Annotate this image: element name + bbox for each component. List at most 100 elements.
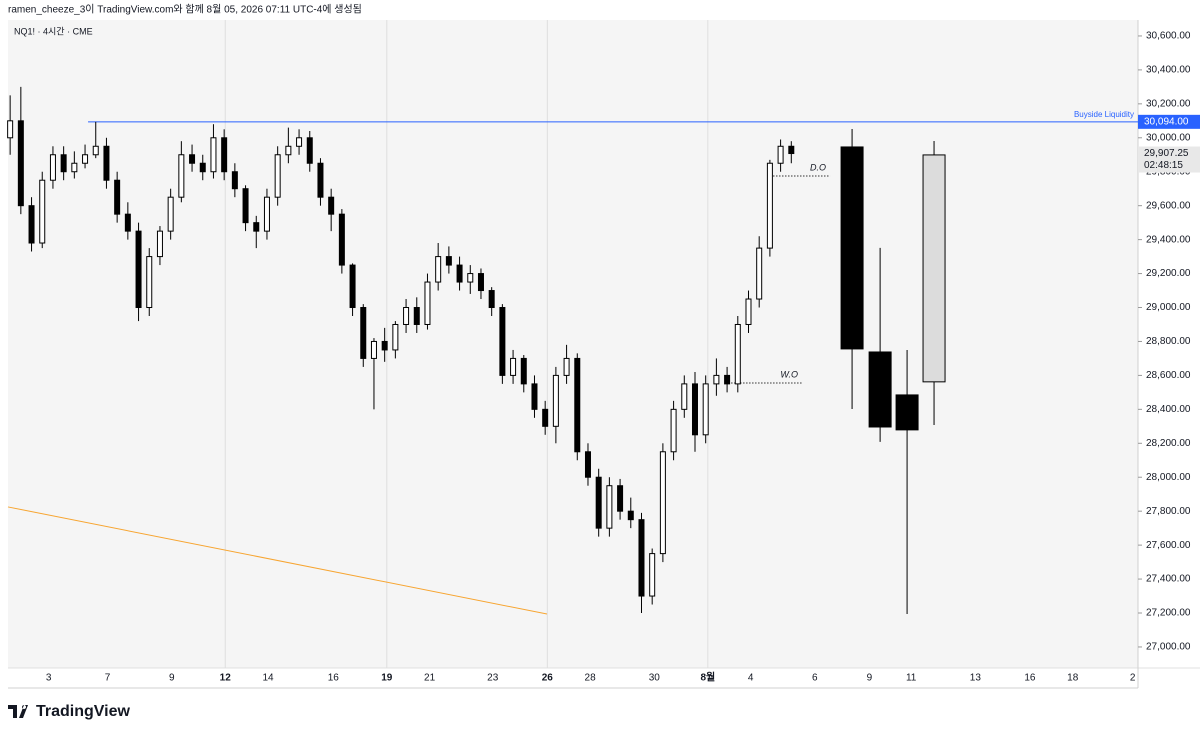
candle-body <box>189 154 196 164</box>
x-tick-label: 16 <box>1024 673 1036 684</box>
x-tick-label: 14 <box>262 673 274 684</box>
candle-body <box>734 323 741 385</box>
candle-body <box>306 137 313 164</box>
candle-body <box>392 323 399 351</box>
y-tick-label: 30,400.00 <box>1146 65 1191 76</box>
candle-body <box>681 383 688 410</box>
liquidity-label: Buyside Liquidity <box>1074 110 1134 119</box>
x-tick-label: 13 <box>970 673 982 684</box>
candle-body <box>424 281 431 325</box>
y-tick-label: 28,600.00 <box>1146 370 1191 381</box>
candle-body <box>49 154 56 181</box>
candle-body <box>360 307 367 359</box>
candle-body <box>584 451 591 478</box>
candle-body <box>103 145 110 181</box>
candle-body <box>413 307 420 325</box>
x-tick-label: 18 <box>1067 673 1079 684</box>
candle-body <box>381 340 388 351</box>
x-tick-label: 19 <box>381 673 393 684</box>
candle-body <box>403 307 410 325</box>
candle-body <box>210 137 217 173</box>
candle-body <box>670 408 677 453</box>
x-tick-label: 23 <box>487 673 499 684</box>
logo-text: TradingView <box>36 703 131 720</box>
candle-body <box>285 145 292 156</box>
plot-background <box>8 20 1138 668</box>
candle-body <box>274 154 281 198</box>
liquidity-value: 30,094.00 <box>1144 116 1189 127</box>
y-tick-label: 30,600.00 <box>1146 31 1191 42</box>
x-tick-label: 26 <box>542 673 554 684</box>
candle-body <box>199 162 206 173</box>
x-tick-label: 21 <box>424 673 436 684</box>
candle-body <box>114 179 121 215</box>
candle-body <box>370 340 377 359</box>
candle-body <box>713 374 720 385</box>
candle-body <box>542 408 549 427</box>
candle-body <box>135 230 142 309</box>
y-tick-label: 27,200.00 <box>1146 608 1191 619</box>
candle-body <box>724 374 731 385</box>
candle-body <box>606 485 613 529</box>
x-tick-label: 9 <box>867 673 873 684</box>
candle-body <box>456 264 463 283</box>
y-tick-label: 28,200.00 <box>1146 438 1191 449</box>
candle-body <box>124 213 131 232</box>
candle-body <box>349 264 356 309</box>
x-tick-label: 8월 <box>700 672 715 684</box>
y-tick-label: 28,400.00 <box>1146 404 1191 415</box>
candle-body <box>221 137 228 173</box>
x-tick-label: 7 <box>105 673 111 684</box>
trend-line <box>7 506 548 615</box>
y-tick-label: 29,400.00 <box>1146 234 1191 245</box>
candle-body <box>574 357 581 453</box>
candle-body <box>868 351 892 428</box>
candle-body <box>60 154 67 173</box>
x-tick-label: 12 <box>220 673 232 684</box>
x-tick-label: 28 <box>585 673 597 684</box>
y-tick-label: 29,000.00 <box>1146 302 1191 313</box>
liquidity-badge <box>1138 114 1200 129</box>
x-tick-label: 6 <box>812 673 818 684</box>
x-tick-label: 9 <box>169 673 175 684</box>
candle-body <box>756 247 763 300</box>
candle-body <box>499 307 506 376</box>
candle-body <box>28 205 35 244</box>
y-tick-label: 27,400.00 <box>1146 574 1191 585</box>
level-label: W.O <box>780 369 798 379</box>
price-badge <box>1138 146 1200 173</box>
candle-body <box>253 222 260 232</box>
candle-body <box>649 553 656 597</box>
x-tick-label: 11 <box>906 673 917 684</box>
candle-body <box>840 146 864 350</box>
x-tick-label: 16 <box>328 673 340 684</box>
candle-body <box>39 179 46 244</box>
candle-body <box>477 273 484 292</box>
candle-body <box>71 162 78 173</box>
candle-body <box>263 196 270 232</box>
y-tick-label: 27,600.00 <box>1146 540 1191 551</box>
y-tick-label: 28,800.00 <box>1146 336 1191 347</box>
logo: TradingView <box>8 703 131 720</box>
candle-body <box>17 120 24 207</box>
symbol: NQ1! · 4시간 · CME <box>14 26 93 36</box>
candle-body <box>617 485 624 512</box>
y-tick-label: 30,000.00 <box>1146 132 1191 143</box>
y-tick-label: 29,200.00 <box>1146 268 1191 279</box>
candle-body <box>777 145 784 164</box>
candle-body <box>488 290 495 309</box>
candle-body <box>167 196 174 232</box>
y-tick-label: 28,000.00 <box>1146 472 1191 483</box>
candle-body <box>7 120 14 139</box>
candle-body <box>317 162 324 198</box>
candle-body <box>895 394 919 431</box>
level-label: D.O <box>810 162 826 172</box>
x-tick-label: 3 <box>46 673 52 684</box>
candle-body <box>467 273 474 283</box>
candle-body <box>531 383 538 410</box>
candle-body <box>659 451 666 555</box>
candle-body <box>231 171 238 190</box>
candle-body <box>242 188 249 224</box>
